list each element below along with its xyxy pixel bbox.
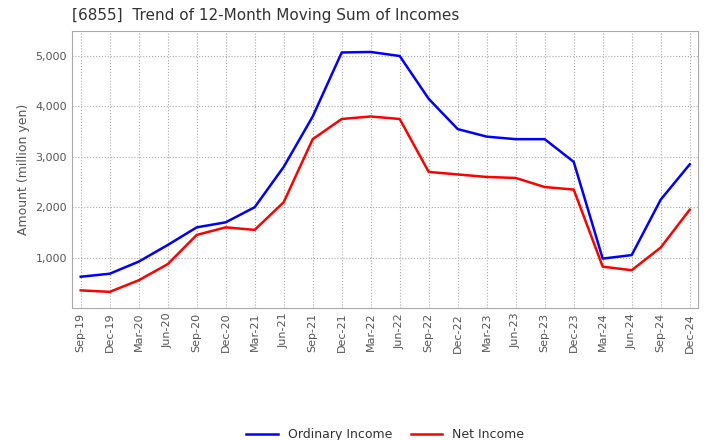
Net Income: [482, 174, 491, 180]
Net Income: [627, 268, 636, 273]
Line: Ordinary Income: Ordinary Income: [81, 52, 690, 277]
Net Income: [308, 136, 317, 142]
Ordinary Income: [338, 50, 346, 55]
Net Income: [570, 187, 578, 192]
Ordinary Income: [685, 162, 694, 167]
Net Income: [511, 175, 520, 180]
Net Income: [76, 288, 85, 293]
Net Income: [454, 172, 462, 177]
Net Income: [395, 116, 404, 121]
Net Income: [279, 199, 288, 205]
Ordinary Income: [76, 274, 85, 279]
Net Income: [338, 116, 346, 121]
Ordinary Income: [279, 164, 288, 169]
Ordinary Income: [541, 136, 549, 142]
Ordinary Income: [163, 242, 172, 248]
Net Income: [163, 261, 172, 267]
Ordinary Income: [366, 49, 375, 55]
Ordinary Income: [308, 114, 317, 119]
Y-axis label: Amount (million yen): Amount (million yen): [17, 104, 30, 235]
Net Income: [541, 184, 549, 190]
Ordinary Income: [395, 53, 404, 59]
Net Income: [598, 264, 607, 269]
Ordinary Income: [627, 253, 636, 258]
Ordinary Income: [511, 136, 520, 142]
Ordinary Income: [454, 126, 462, 132]
Text: [6855]  Trend of 12-Month Moving Sum of Incomes: [6855] Trend of 12-Month Moving Sum of I…: [72, 7, 459, 23]
Net Income: [685, 207, 694, 213]
Ordinary Income: [570, 159, 578, 165]
Net Income: [192, 232, 201, 238]
Line: Net Income: Net Income: [81, 117, 690, 292]
Net Income: [657, 245, 665, 250]
Net Income: [105, 289, 114, 294]
Ordinary Income: [482, 134, 491, 139]
Net Income: [366, 114, 375, 119]
Net Income: [221, 225, 230, 230]
Net Income: [135, 278, 143, 283]
Legend: Ordinary Income, Net Income: Ordinary Income, Net Income: [241, 423, 529, 440]
Ordinary Income: [135, 259, 143, 264]
Ordinary Income: [424, 96, 433, 102]
Ordinary Income: [657, 197, 665, 202]
Net Income: [424, 169, 433, 175]
Ordinary Income: [192, 225, 201, 230]
Ordinary Income: [598, 256, 607, 261]
Ordinary Income: [221, 220, 230, 225]
Net Income: [251, 227, 259, 232]
Ordinary Income: [251, 205, 259, 210]
Ordinary Income: [105, 271, 114, 276]
